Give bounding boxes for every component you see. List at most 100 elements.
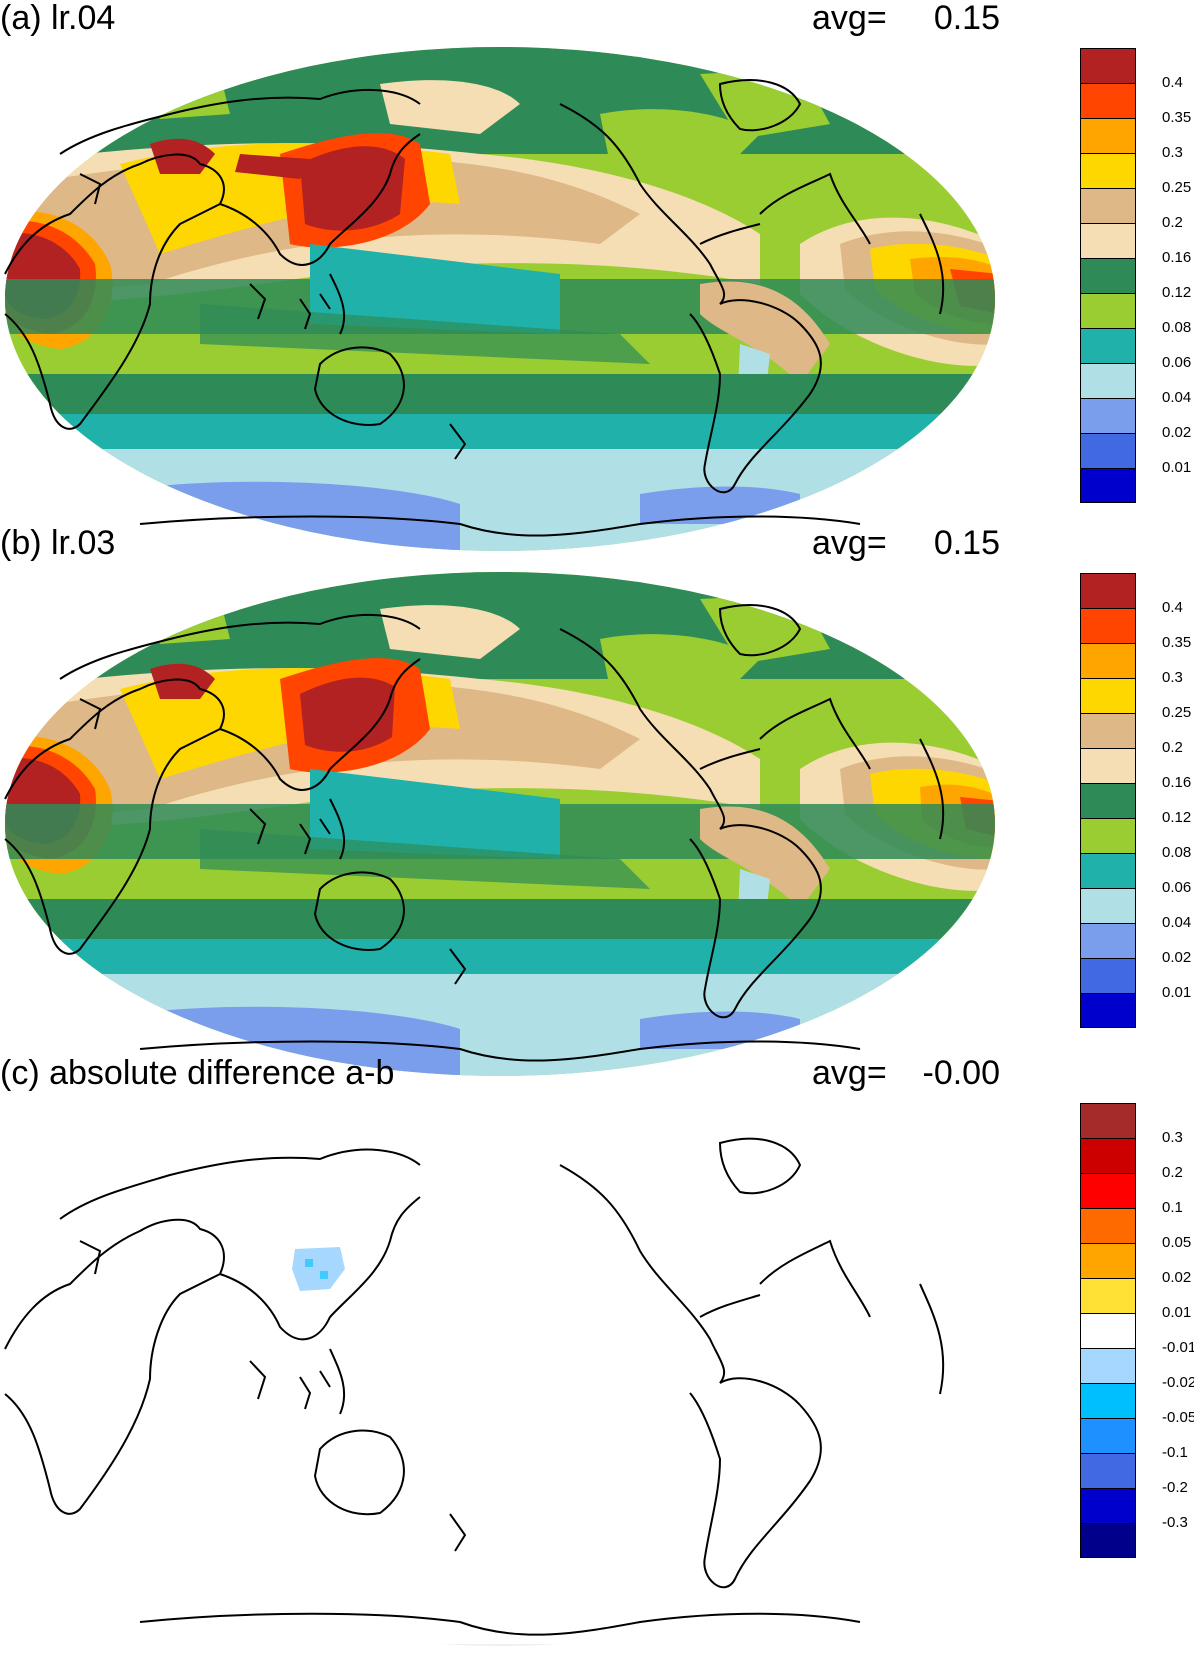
map-lr03 xyxy=(4,572,995,1076)
colorbar-divider xyxy=(1080,363,1136,364)
colorbar-label: 0.12 xyxy=(1162,809,1192,826)
colorbar-divider xyxy=(1080,223,1136,224)
colorbar-swatch xyxy=(1080,713,1136,748)
colorbar-swatch xyxy=(1080,188,1136,223)
colorbar-label: 0.02 xyxy=(1162,424,1192,441)
colorbar-label: -0.2 xyxy=(1162,1479,1188,1496)
colorbar-divider xyxy=(1080,188,1136,189)
colorbar-label: 0.2 xyxy=(1162,214,1183,231)
colorbar-swatch xyxy=(1080,1418,1136,1453)
colorbar-label: 0.3 xyxy=(1162,1129,1183,1146)
colorbar-swatch xyxy=(1080,1138,1136,1173)
colorbar-swatch xyxy=(1080,48,1136,83)
colorbar-swatch xyxy=(1080,398,1136,433)
colorbar-swatch xyxy=(1080,783,1136,818)
colorbar-swatch xyxy=(1080,293,1136,328)
colorbar-label: 0.4 xyxy=(1162,599,1183,616)
colorbar-divider xyxy=(1080,293,1136,294)
colorbar-divider xyxy=(1080,1313,1136,1314)
colorbar-label: 0.05 xyxy=(1162,1234,1192,1251)
colorbar-divider xyxy=(1080,1243,1136,1244)
colorbar-swatch xyxy=(1080,1208,1136,1243)
avg-value: 0.15 xyxy=(933,524,1000,562)
colorbar-label: 0.3 xyxy=(1162,669,1183,686)
colorbar-label: 0.04 xyxy=(1162,914,1192,931)
colorbar-divider xyxy=(1080,608,1136,609)
colorbar-divider xyxy=(1080,1138,1136,1139)
colorbar-swatch xyxy=(1080,923,1136,958)
colorbar-label: 0.2 xyxy=(1162,739,1183,756)
avg-value: 0.15 xyxy=(933,0,1000,37)
colorbar-swatch xyxy=(1080,1453,1136,1488)
colorbar-swatch xyxy=(1080,1243,1136,1278)
colorbar-swatch xyxy=(1080,1523,1136,1558)
panel-title: (a) lr.04 xyxy=(0,0,116,37)
colorbar-divider xyxy=(1080,888,1136,889)
colorbar-label: 0.4 xyxy=(1162,74,1183,91)
colorbar-swatch xyxy=(1080,818,1136,853)
colorbar-label: 0.35 xyxy=(1162,634,1192,651)
colorbar-divider xyxy=(1080,783,1136,784)
colorbar-swatch xyxy=(1080,1383,1136,1418)
colorbar-label: -0.3 xyxy=(1162,1514,1188,1531)
colorbar-label: 0.01 xyxy=(1162,459,1192,476)
field-layer xyxy=(5,1102,995,1646)
colorbar-divider xyxy=(1080,328,1136,329)
avg-label: avg= xyxy=(812,0,887,37)
colorbar-swatch xyxy=(1080,1313,1136,1348)
colorbar-swatch xyxy=(1080,853,1136,888)
colorbar-swatch xyxy=(1080,363,1136,398)
colorbar-swatch xyxy=(1080,993,1136,1028)
colorbar-swatch xyxy=(1080,1278,1136,1313)
colorbar-divider xyxy=(1080,258,1136,259)
colorbar-label: 0.12 xyxy=(1162,284,1192,301)
colorbar-divider xyxy=(1080,433,1136,434)
coastlines xyxy=(4,1137,945,1636)
colorbar-label: 0.35 xyxy=(1162,109,1192,126)
colorbar-divider xyxy=(1080,83,1136,84)
colorbar-swatch xyxy=(1080,118,1136,153)
colorbar-divider xyxy=(1080,818,1136,819)
panel-b: (b) lr.03 avg= 0.15 xyxy=(0,524,1194,1076)
colorbar-label: 0.16 xyxy=(1162,249,1192,266)
colorbar-label: -0.05 xyxy=(1162,1409,1194,1426)
colorbar-label: 0.04 xyxy=(1162,389,1192,406)
colorbar-label: 0.1 xyxy=(1162,1199,1183,1216)
colorbar-swatch xyxy=(1080,258,1136,293)
colorbar-divider xyxy=(1080,1278,1136,1279)
colorbar-divider xyxy=(1080,1523,1136,1524)
colorbar-divider xyxy=(1080,398,1136,399)
colorbar-label: -0.02 xyxy=(1162,1374,1194,1391)
colorbar-divider xyxy=(1080,1383,1136,1384)
colorbar-divider xyxy=(1080,748,1136,749)
colorbar-divider xyxy=(1080,118,1136,119)
colorbar-swatch xyxy=(1080,643,1136,678)
colorbar-swatch xyxy=(1080,468,1136,503)
colorbar-swatch xyxy=(1080,433,1136,468)
colorbar-swatch xyxy=(1080,573,1136,608)
colorbar-divider xyxy=(1080,468,1136,469)
colorbar-label: 0.08 xyxy=(1162,319,1192,336)
colorbar-divider xyxy=(1080,993,1136,994)
colorbar-label: 0.06 xyxy=(1162,354,1192,371)
colorbar-swatch xyxy=(1080,223,1136,258)
colorbar-label: -0.1 xyxy=(1162,1444,1188,1461)
map-lr04 xyxy=(4,47,995,551)
avg-label: avg= xyxy=(812,1054,887,1092)
colorbar-label: 0.02 xyxy=(1162,949,1192,966)
avg-value: -0.00 xyxy=(922,1054,1001,1092)
coastlines xyxy=(4,79,945,537)
colorbar-swatch xyxy=(1080,83,1136,118)
colorbar-divider xyxy=(1080,853,1136,854)
colorbar-swatch xyxy=(1080,153,1136,188)
colorbar-label: 0.25 xyxy=(1162,704,1192,721)
colorbar-swatch xyxy=(1080,328,1136,363)
avg-label: avg= xyxy=(812,524,887,562)
colorbar-label: 0.25 xyxy=(1162,179,1192,196)
colorbar-divider xyxy=(1080,1348,1136,1349)
coastlines xyxy=(4,604,945,1062)
colorbar-label: 0.02 xyxy=(1162,1269,1192,1286)
colorbar-swatch xyxy=(1080,958,1136,993)
colorbar-divider xyxy=(1080,643,1136,644)
colorbar-divider xyxy=(1080,1453,1136,1454)
